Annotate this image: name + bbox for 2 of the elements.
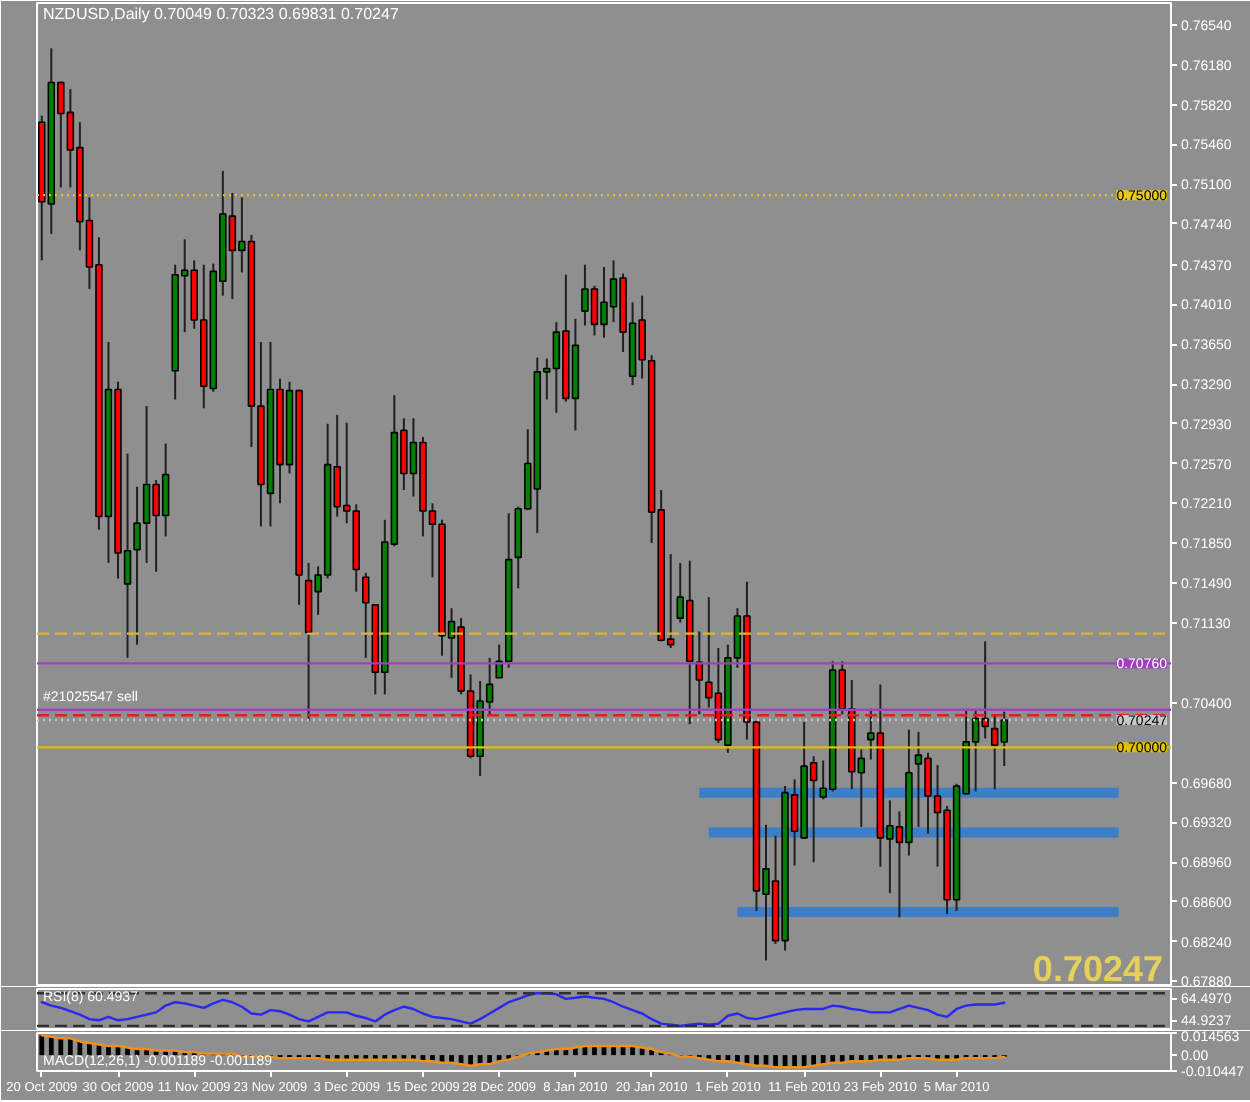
annotation: 0.70247	[1032, 949, 1164, 989]
chart-title: NZDUSD,Daily 0.70049 0.70323 0.69831 0.70247	[43, 5, 400, 23]
